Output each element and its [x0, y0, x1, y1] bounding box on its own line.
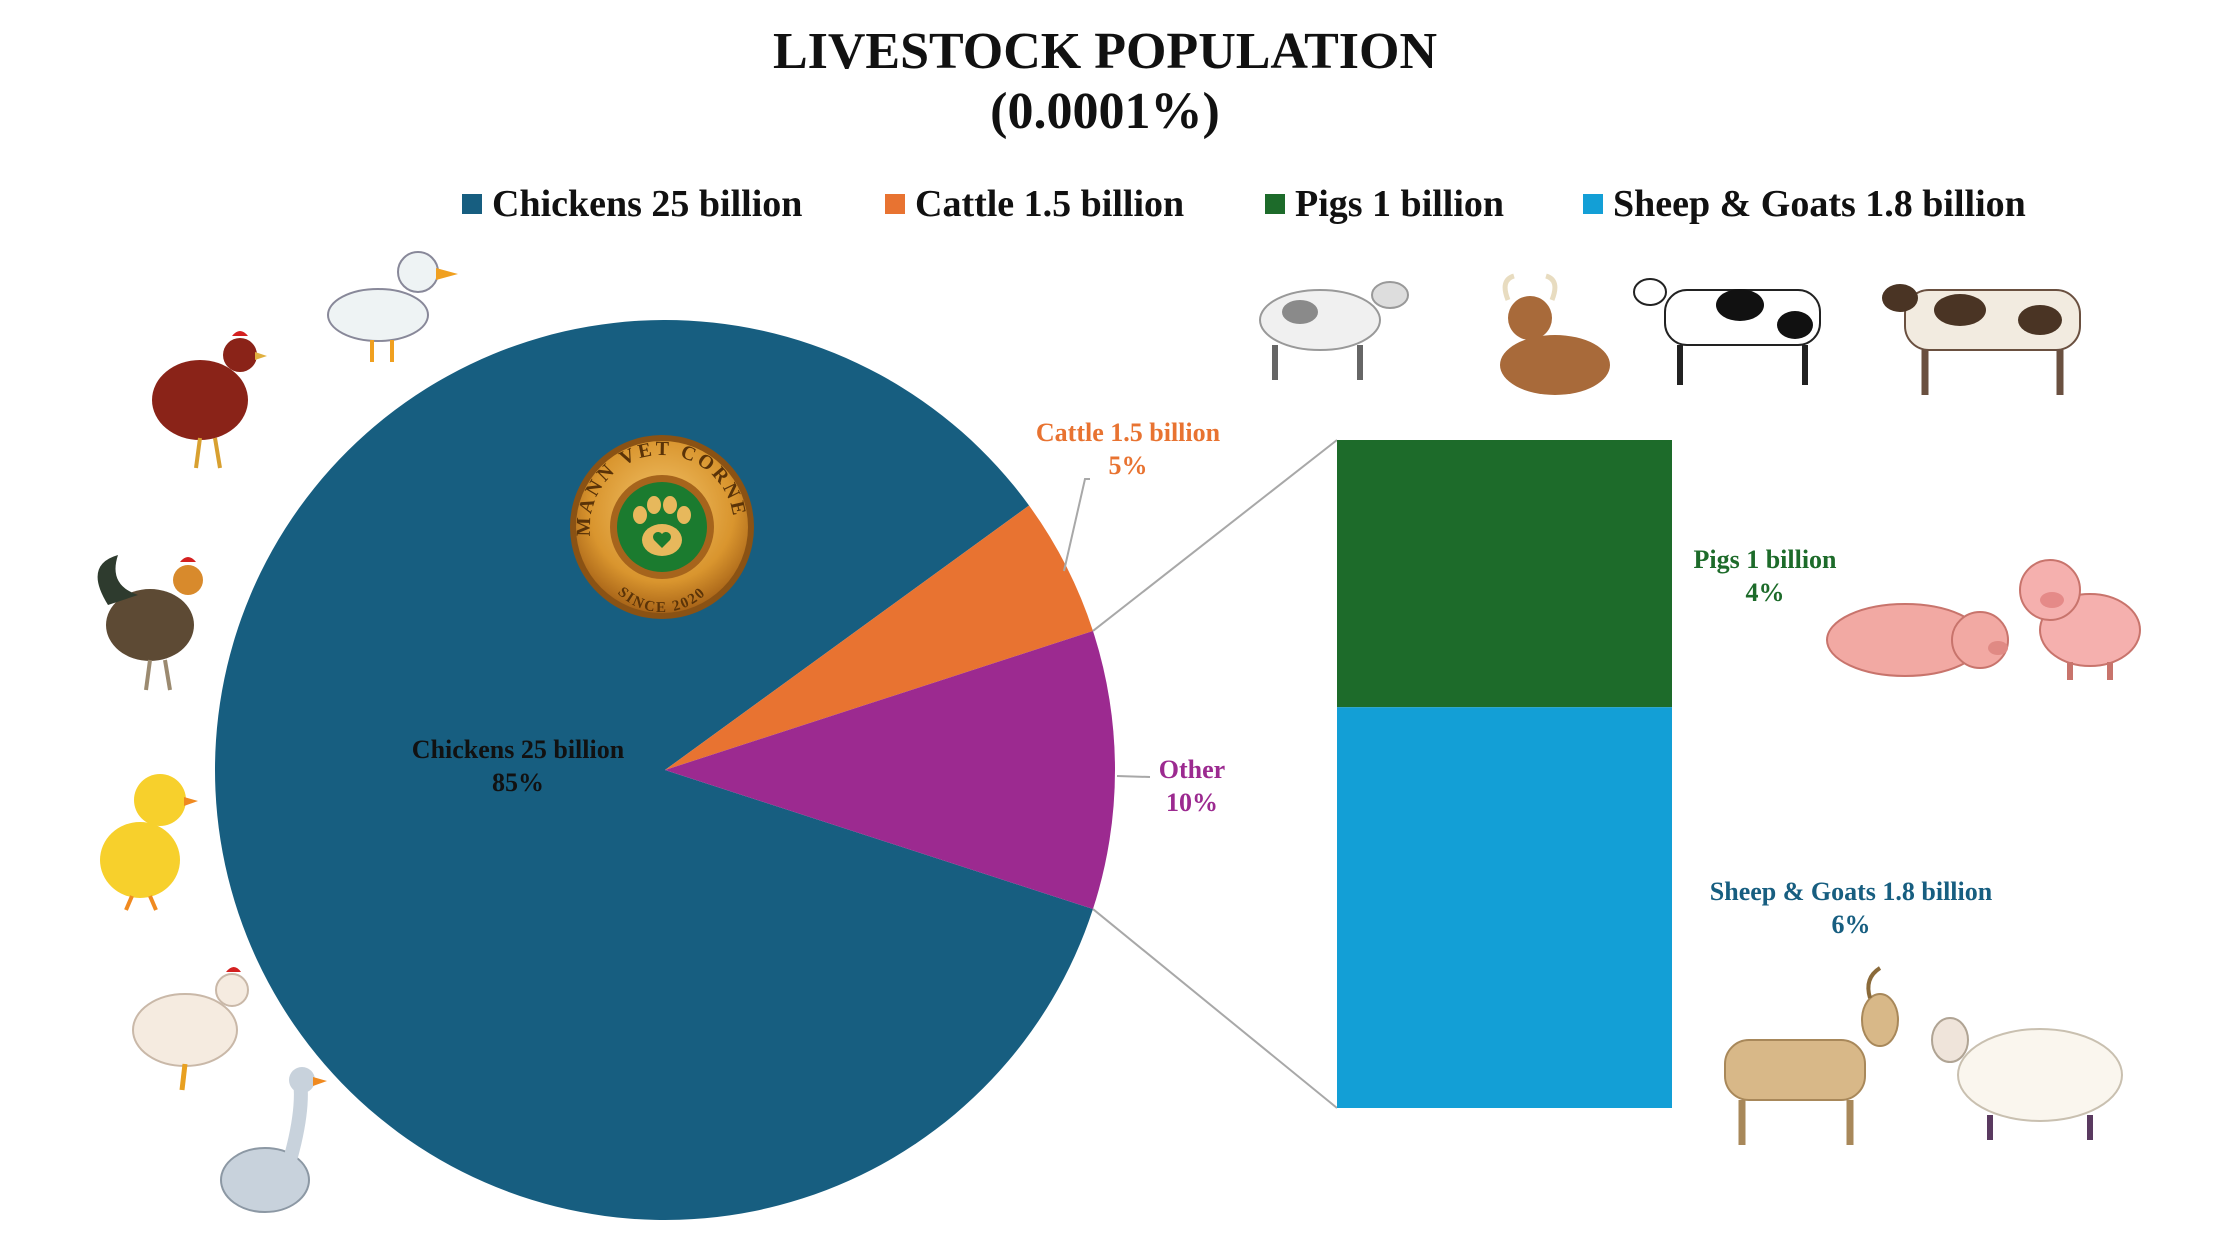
legend-label-cattle: Cattle 1.5 billion — [915, 183, 1184, 225]
data-label-sheep-goats-category: Sheep & Goats 1.8 billion — [1710, 877, 1993, 906]
legend-swatch-cattle — [885, 194, 905, 214]
data-label-other-category: Other — [1159, 755, 1225, 784]
bar-segment-pigs — [1337, 440, 1672, 708]
chick-icon — [100, 774, 198, 911]
chart-title: LIVESTOCK POPULATION — [773, 23, 1437, 80]
breakout-bar — [1337, 440, 1672, 1108]
legend-swatch-chickens — [462, 194, 482, 214]
breakout-connector-bottom — [1092, 908, 1338, 1109]
legend-label-sheep-goats: Sheep & Goats 1.8 billion — [1613, 183, 2026, 225]
bar-segment-sheep-goats — [1337, 707, 1672, 1108]
data-label-cattle-value: 5% — [1109, 451, 1148, 480]
pie — [215, 320, 1116, 1221]
legend: Chickens 25 billion Cattle 1.5 billion P… — [462, 183, 2026, 225]
duck-icon — [327, 251, 458, 362]
breakout-connector-top — [1092, 439, 1338, 632]
heart-icon — [653, 532, 671, 548]
data-label-cattle-leader — [1063, 478, 1090, 572]
pie-slice-other — [665, 630, 1116, 910]
holstein-cow-icon — [1633, 278, 1821, 385]
data-label-chickens-value: 85% — [492, 768, 544, 797]
red-hen-icon — [152, 331, 267, 469]
data-label-sheep-goats-value: 6% — [1832, 910, 1871, 939]
piglet-icon — [2019, 559, 2141, 680]
legend-label-pigs: Pigs 1 billion — [1295, 183, 1504, 225]
data-label-cattle-category: Cattle 1.5 billion — [1036, 418, 1221, 447]
goat-icon — [1724, 966, 1899, 1145]
white-hen-icon — [132, 967, 249, 1091]
rooster-icon — [97, 555, 203, 691]
sheep-icon — [1931, 1017, 2123, 1140]
data-label-pigs-value: 4% — [1746, 578, 1785, 607]
spotted-cow-icon — [1882, 284, 2081, 395]
goose-icon — [220, 1067, 327, 1213]
pig-icon — [1826, 603, 2009, 677]
legend-swatch-pigs — [1265, 194, 1285, 214]
pie-slice-chickens — [215, 320, 1093, 1221]
data-labels: Chickens 25 billion 85% Cattle 1.5 billi… — [412, 418, 1993, 939]
legend-swatch-sheep-goats — [1583, 194, 1603, 214]
data-label-chickens-category: Chickens 25 billion — [412, 735, 625, 764]
ox-icon — [1500, 273, 1610, 395]
data-label-other-value: 10% — [1166, 788, 1218, 817]
dairy-cow-icon — [1259, 281, 1409, 380]
data-label-other-leader — [1116, 775, 1151, 778]
chart-subtitle: (0.0001%) — [990, 83, 1220, 140]
data-label-pigs-category: Pigs 1 billion — [1693, 545, 1837, 574]
pie-slice-cattle — [665, 505, 1093, 770]
legend-label-chickens: Chickens 25 billion — [492, 183, 802, 225]
